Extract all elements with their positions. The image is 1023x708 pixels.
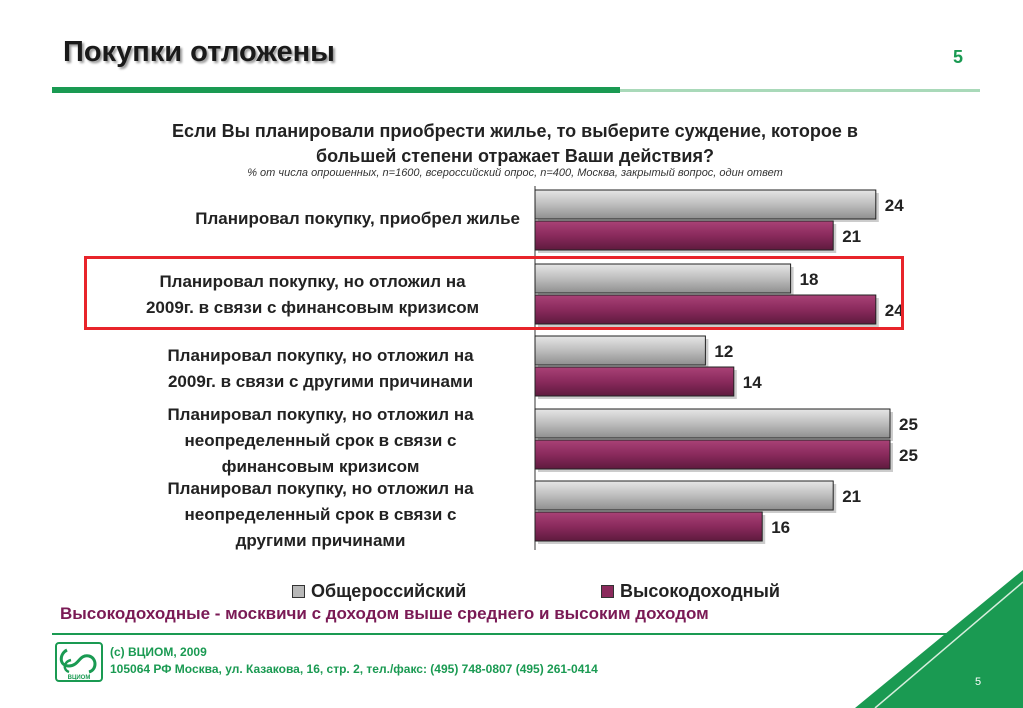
bar-high-income-2 bbox=[534, 366, 735, 397]
data-label: 25 bbox=[899, 446, 918, 465]
highlight-box bbox=[84, 256, 904, 330]
bar-national-0 bbox=[534, 189, 877, 220]
bar-high-income-4 bbox=[534, 511, 763, 542]
bar-national-2 bbox=[534, 335, 706, 366]
page-number: 5 bbox=[953, 47, 964, 67]
data-label: 14 bbox=[743, 373, 762, 392]
bar-high-income-3 bbox=[534, 439, 891, 470]
page-number-footer: 5 bbox=[975, 676, 982, 688]
vciom-logo-icon: ВЦИОМ bbox=[55, 642, 103, 682]
data-label: 21 bbox=[842, 227, 861, 246]
legend-item-high-income: Высокодоходный bbox=[601, 581, 780, 602]
category-label: Планировал покупку, но отложил на 2009г.… bbox=[145, 272, 480, 317]
page-title: Покупки отложены bbox=[63, 36, 335, 68]
legend-label-national: Общероссийский bbox=[311, 581, 467, 601]
corner-decoration bbox=[855, 570, 1023, 708]
data-label: 18 bbox=[800, 270, 819, 289]
category-label: Планировал покупку, но отложил на неопре… bbox=[167, 405, 474, 476]
svg-text:ВЦИОМ: ВЦИОМ bbox=[68, 675, 91, 681]
bar-high-income-1 bbox=[534, 294, 877, 325]
data-label: 24 bbox=[885, 196, 904, 215]
bar-high-income-0 bbox=[534, 220, 834, 251]
legend-label-high-income: Высокодоходный bbox=[620, 581, 780, 601]
data-label: 21 bbox=[842, 487, 861, 506]
legend-item-national: Общероссийский bbox=[292, 581, 466, 602]
footer-rule bbox=[52, 633, 982, 635]
title-rule bbox=[52, 87, 620, 93]
title-rule-light bbox=[620, 89, 980, 92]
copyright-line: (с) ВЦИОМ, 2009 bbox=[110, 645, 207, 659]
data-label: 24 bbox=[885, 301, 904, 320]
address-line: 105064 РФ Москва, ул. Казакова, 16, стр.… bbox=[110, 662, 598, 676]
category-label: Планировал покупку, приобрел жилье bbox=[195, 209, 520, 228]
data-label: 25 bbox=[899, 415, 918, 434]
legend-swatch-gray bbox=[292, 585, 305, 598]
bar-national-3 bbox=[534, 408, 891, 439]
data-label: 16 bbox=[771, 518, 790, 537]
bar-national-1 bbox=[534, 263, 792, 294]
bar-national-4 bbox=[534, 480, 834, 511]
data-label: 12 bbox=[714, 342, 733, 361]
category-label: Планировал покупку, но отложил на 2009г.… bbox=[167, 346, 474, 391]
footnote: Высокодоходные - москвичи с доходом выше… bbox=[60, 604, 709, 623]
category-label: Планировал покупку, но отложил на неопре… bbox=[167, 479, 474, 550]
chart-question: Если Вы планировали приобрести жилье, то… bbox=[172, 121, 858, 166]
legend-swatch-purple bbox=[601, 585, 614, 598]
chart-note: % от числа опрошенных, n=1600, всероссий… bbox=[247, 167, 783, 179]
copyright-block: (с) ВЦИОМ, 2009 105064 РФ Москва, ул. Ка… bbox=[110, 644, 598, 678]
